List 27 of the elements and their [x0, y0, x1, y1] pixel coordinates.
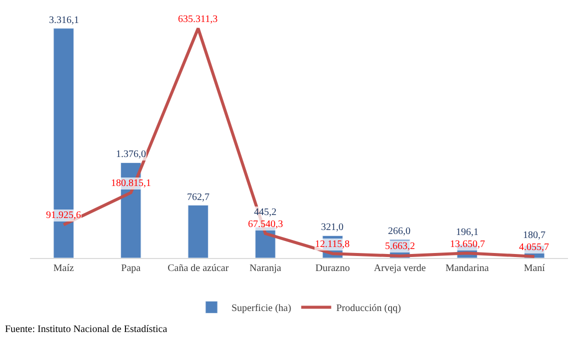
x-tick-label: Caña de azúcar [168, 263, 230, 274]
x-tick-label: Naranja [250, 263, 282, 274]
data-label: 12.115,8 [315, 239, 350, 250]
data-label: 91.925,6 [46, 210, 81, 221]
x-tick-label: Maíz [53, 263, 74, 274]
data-label: 1.376,0 [116, 149, 146, 160]
data-label: 321,0 [321, 222, 344, 233]
data-label: 635.311,3 [178, 14, 218, 25]
data-label: 266,0 [388, 226, 410, 237]
legend-label: Superficie (ha) [232, 303, 292, 314]
x-tick-label: Maní [524, 263, 546, 274]
data-label: 180.815,1 [111, 178, 151, 189]
x-tick-label: Arveja verde [374, 263, 426, 274]
data-label: 196,1 [456, 227, 478, 238]
data-label: 3.316,1 [49, 15, 79, 26]
data-label: 67.540,3 [248, 219, 283, 230]
x-tick-label: Mandarina [445, 263, 490, 274]
data-label: 445,2 [254, 207, 276, 218]
data-label: 4.055,7 [519, 242, 549, 253]
source-note: Fuente: Instituto Nacional de Estadística [5, 324, 168, 335]
data-label: 180,7 [523, 230, 546, 241]
legend-label: Producción (qq) [336, 303, 401, 314]
x-tick-label: Papa [121, 263, 142, 274]
data-label: 5.663,2 [385, 241, 415, 252]
x-tick-label: Durazno [315, 263, 350, 274]
data-label: 762,7 [187, 192, 210, 203]
data-label: 13.650,7 [450, 239, 485, 250]
